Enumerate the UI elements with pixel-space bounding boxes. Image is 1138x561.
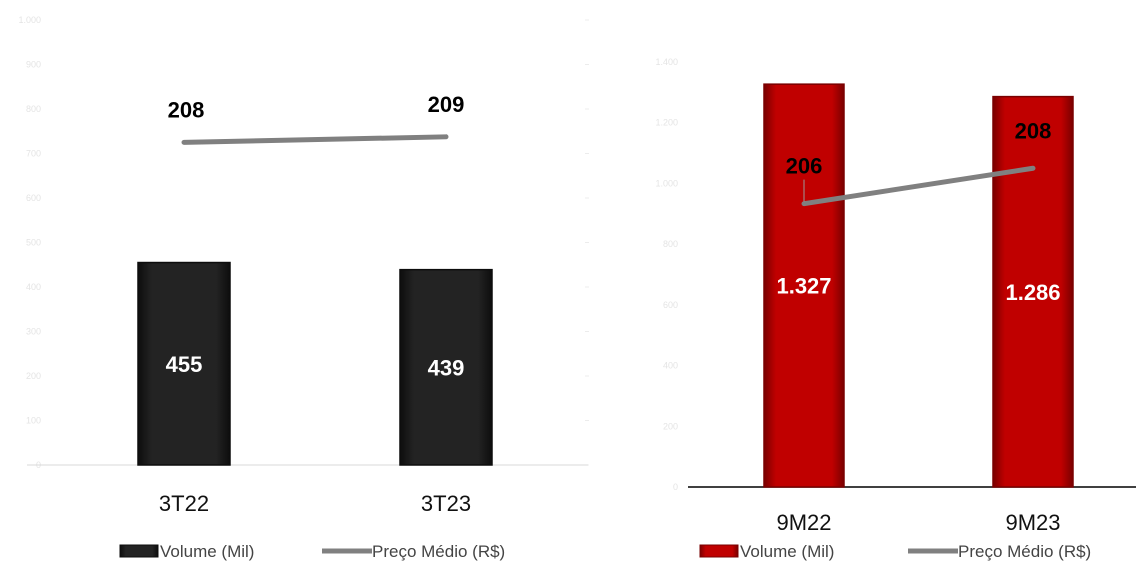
y-tick-label: 1.400 xyxy=(655,57,678,67)
volume-bar xyxy=(763,83,845,488)
price-value-label: 206 xyxy=(786,154,823,179)
y-tick-label: 400 xyxy=(26,282,41,292)
volume-value-label: 1.286 xyxy=(1005,280,1060,305)
y-tick-label: 1.200 xyxy=(655,118,678,128)
y-tick-label: 800 xyxy=(663,239,678,249)
chart-9m: 0 200 400 600 800 1.000 1.200 1.400 1.327 9M22 1.2… xyxy=(640,0,1138,561)
volume-bar xyxy=(992,95,1074,488)
y-tick-label: 0 xyxy=(673,482,678,492)
volume-value-label: 439 xyxy=(428,355,465,380)
volume-value-label: 1.327 xyxy=(776,274,831,299)
y-tick-label: 500 xyxy=(26,238,41,248)
volume-bar xyxy=(399,268,493,466)
price-line xyxy=(181,134,449,145)
volume-bar xyxy=(137,261,231,466)
chart-3t-svg: 01002003004005006007008009001.0004553T22… xyxy=(18,15,589,561)
legend-label-volume: Volume (Mil) xyxy=(160,542,254,561)
y-tick-label: 800 xyxy=(26,104,41,114)
y-tick-label: 700 xyxy=(26,149,41,159)
legend-label-price: Preço Médio (R$) xyxy=(958,542,1091,561)
chart-9m-svg: 0 200 400 600 800 1.000 1.200 1.400 1.327 9M22 1.2… xyxy=(655,57,1136,561)
y-tick-label: 200 xyxy=(663,421,678,431)
y-tick-label: 200 xyxy=(26,371,41,381)
volume-value-label: 455 xyxy=(166,352,203,377)
legend-swatch-volume xyxy=(119,544,159,558)
price-value-label: 208 xyxy=(1015,118,1052,143)
chart-3t: 0 100 200 300 400 500 600 700 800 900 1.000 455 3T22… xyxy=(18,15,589,561)
x-category-label: 9M22 xyxy=(776,510,831,535)
price-line xyxy=(801,165,1036,207)
x-category-label: 9M23 xyxy=(1005,510,1060,535)
y-tick-label: 300 xyxy=(26,327,41,337)
y-tick-label: 900 xyxy=(26,60,41,70)
legend-label-price: Preço Médio (R$) xyxy=(372,542,505,561)
y-tick-label: 1.000 xyxy=(18,15,41,25)
y-tick-label: 400 xyxy=(663,361,678,371)
y-tick-label: 1.000 xyxy=(655,178,678,188)
x-category-label: 3T23 xyxy=(421,491,471,516)
y-tick-label: 100 xyxy=(26,416,41,426)
legend-label-volume: Volume (Mil) xyxy=(740,542,834,561)
price-value-label: 209 xyxy=(428,92,465,117)
price-value-label: 208 xyxy=(168,97,205,122)
y-tick-label: 600 xyxy=(26,193,41,203)
y-tick-label: 600 xyxy=(663,300,678,310)
legend-swatch-volume xyxy=(699,544,739,558)
x-category-label: 3T22 xyxy=(159,491,209,516)
